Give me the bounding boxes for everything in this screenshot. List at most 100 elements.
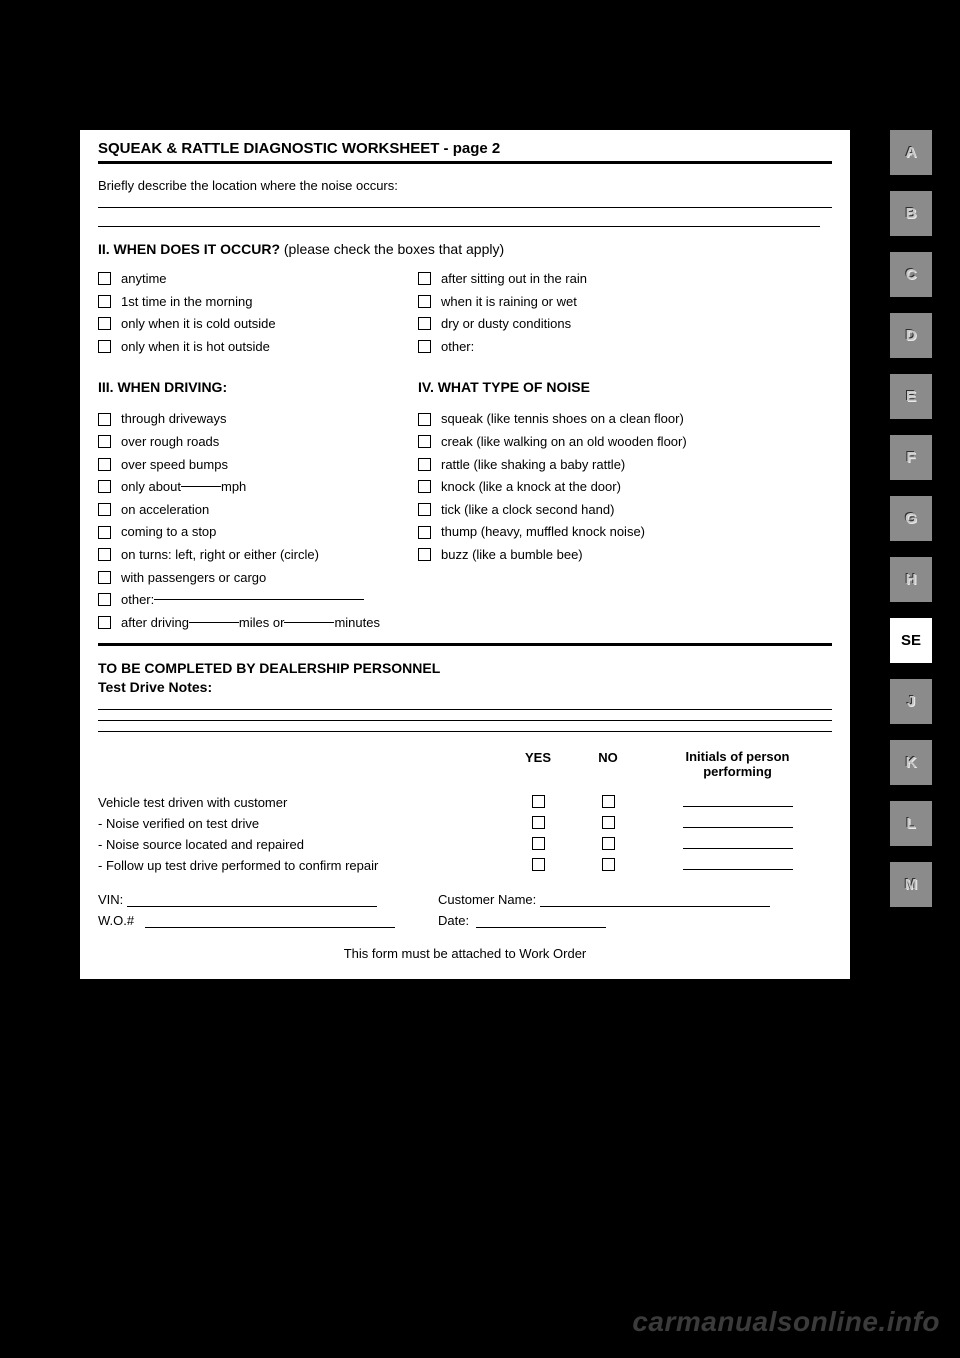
table-row: - Noise source located and repaired xyxy=(98,837,832,853)
minutes-input[interactable] xyxy=(284,622,334,623)
checkbox-icon[interactable] xyxy=(98,480,111,493)
cb-label-post: mph xyxy=(221,479,246,495)
tab-d[interactable]: D xyxy=(890,313,932,358)
cb-other-occur[interactable]: other: xyxy=(418,339,832,355)
checkbox-icon[interactable] xyxy=(98,413,111,426)
yes-checkbox[interactable] xyxy=(532,837,545,850)
checkbox-icon[interactable] xyxy=(98,526,111,539)
no-checkbox[interactable] xyxy=(602,816,615,829)
section-3-4-headings: III. WHEN DRIVING: IV. WHAT TYPE OF NOIS… xyxy=(98,361,832,411)
checkbox-icon[interactable] xyxy=(98,272,111,285)
cb-label: coming to a stop xyxy=(121,524,216,540)
checkbox-icon[interactable] xyxy=(98,435,111,448)
no-checkbox[interactable] xyxy=(602,795,615,808)
cb-cargo[interactable]: with passengers or cargo xyxy=(98,570,418,586)
other-drive-input[interactable] xyxy=(154,599,364,600)
tab-f[interactable]: F xyxy=(890,435,932,480)
checkbox-icon[interactable] xyxy=(418,480,431,493)
tab-g[interactable]: G xyxy=(890,496,932,541)
yes-checkbox[interactable] xyxy=(532,858,545,871)
tab-b[interactable]: B xyxy=(890,191,932,236)
cb-stop[interactable]: coming to a stop xyxy=(98,524,418,540)
cb-rattle[interactable]: rattle (like shaking a baby rattle) xyxy=(418,457,832,473)
tab-l[interactable]: L xyxy=(890,801,932,846)
initials-input[interactable] xyxy=(683,806,793,807)
date-input[interactable] xyxy=(476,927,606,928)
initials-input[interactable] xyxy=(683,869,793,870)
section-2-right: after sitting out in the rain when it is… xyxy=(418,271,832,361)
tab-c[interactable]: C xyxy=(890,252,932,297)
tab-h[interactable]: H xyxy=(890,557,932,602)
cb-hot[interactable]: only when it is hot outside xyxy=(98,339,418,355)
checkbox-icon[interactable] xyxy=(418,413,431,426)
cb-label: buzz (like a bumble bee) xyxy=(441,547,583,563)
checkbox-icon[interactable] xyxy=(98,317,111,330)
miles-input[interactable] xyxy=(189,622,239,623)
cb-tick[interactable]: tick (like a clock second hand) xyxy=(418,502,832,518)
cb-buzz[interactable]: buzz (like a bumble bee) xyxy=(418,547,832,563)
cb-knock[interactable]: knock (like a knock at the door) xyxy=(418,479,832,495)
mph-input[interactable] xyxy=(181,486,221,487)
checkbox-icon[interactable] xyxy=(418,317,431,330)
checkbox-icon[interactable] xyxy=(418,295,431,308)
tab-k[interactable]: K xyxy=(890,740,932,785)
initials-input[interactable] xyxy=(683,848,793,849)
cb-wet[interactable]: when it is raining or wet xyxy=(418,294,832,310)
cb-label: thump (heavy, muffled knock noise) xyxy=(441,524,645,540)
cb-creak[interactable]: creak (like walking on an old wooden flo… xyxy=(418,434,832,450)
no-checkbox[interactable] xyxy=(602,858,615,871)
tab-m[interactable]: M xyxy=(890,862,932,907)
cb-dusty[interactable]: dry or dusty conditions xyxy=(418,316,832,332)
section-3-body: through driveways over rough roads over … xyxy=(98,411,418,637)
cb-anytime[interactable]: anytime xyxy=(98,271,418,287)
checkbox-icon[interactable] xyxy=(98,340,111,353)
cb-driveways[interactable]: through driveways xyxy=(98,411,418,427)
cb-thump[interactable]: thump (heavy, muffled knock noise) xyxy=(418,524,832,540)
checkbox-icon[interactable] xyxy=(418,526,431,539)
cb-rain[interactable]: after sitting out in the rain xyxy=(418,271,832,287)
cb-cold[interactable]: only when it is cold outside xyxy=(98,316,418,332)
checkbox-icon[interactable] xyxy=(98,295,111,308)
initials-input[interactable] xyxy=(683,827,793,828)
cust-input[interactable] xyxy=(540,906,770,907)
checkbox-icon[interactable] xyxy=(98,593,111,606)
cb-after-driving[interactable]: after driving miles or minutes xyxy=(98,615,418,631)
vin-input[interactable] xyxy=(127,906,377,907)
checkbox-icon[interactable] xyxy=(418,435,431,448)
cb-speedbumps[interactable]: over speed bumps xyxy=(98,457,418,473)
cb-rough[interactable]: over rough roads xyxy=(98,434,418,450)
checkbox-icon[interactable] xyxy=(98,458,111,471)
tab-j[interactable]: J xyxy=(890,679,932,724)
dealer-heading: TO BE COMPLETED BY DEALERSHIP PERSONNEL xyxy=(98,660,832,676)
wo-input[interactable] xyxy=(145,927,395,928)
checkbox-icon[interactable] xyxy=(418,503,431,516)
wo-row: W.O.# Date: xyxy=(98,913,832,928)
yes-checkbox[interactable] xyxy=(532,816,545,829)
cb-turns[interactable]: on turns: left, right or either (circle) xyxy=(98,547,418,563)
yes-checkbox[interactable] xyxy=(532,795,545,808)
checkbox-icon[interactable] xyxy=(98,616,111,629)
cb-label: knock (like a knock at the door) xyxy=(441,479,621,495)
cb-accel[interactable]: on acceleration xyxy=(98,502,418,518)
cb-squeak[interactable]: squeak (like tennis shoes on a clean flo… xyxy=(418,411,832,427)
describe-line-2[interactable] xyxy=(98,226,820,227)
cb-other-drive[interactable]: other: xyxy=(98,592,418,608)
checkbox-icon[interactable] xyxy=(418,458,431,471)
cb-label-mid: miles or xyxy=(239,615,285,631)
section-2-cols: anytime 1st time in the morning only whe… xyxy=(98,271,832,361)
checkbox-icon[interactable] xyxy=(418,548,431,561)
cb-label: other: xyxy=(441,339,474,355)
tab-se[interactable]: SE xyxy=(890,618,932,663)
worksheet-page: SQUEAK & RATTLE DIAGNOSTIC WORKSHEET - p… xyxy=(80,130,850,979)
checkbox-icon[interactable] xyxy=(98,548,111,561)
checkbox-icon[interactable] xyxy=(418,340,431,353)
vin-label: VIN: xyxy=(98,892,123,907)
checkbox-icon[interactable] xyxy=(98,503,111,516)
no-checkbox[interactable] xyxy=(602,837,615,850)
cb-mph[interactable]: only about mph xyxy=(98,479,418,495)
tab-e[interactable]: E xyxy=(890,374,932,419)
checkbox-icon[interactable] xyxy=(418,272,431,285)
tab-a[interactable]: A xyxy=(890,130,932,175)
cb-morning[interactable]: 1st time in the morning xyxy=(98,294,418,310)
checkbox-icon[interactable] xyxy=(98,571,111,584)
